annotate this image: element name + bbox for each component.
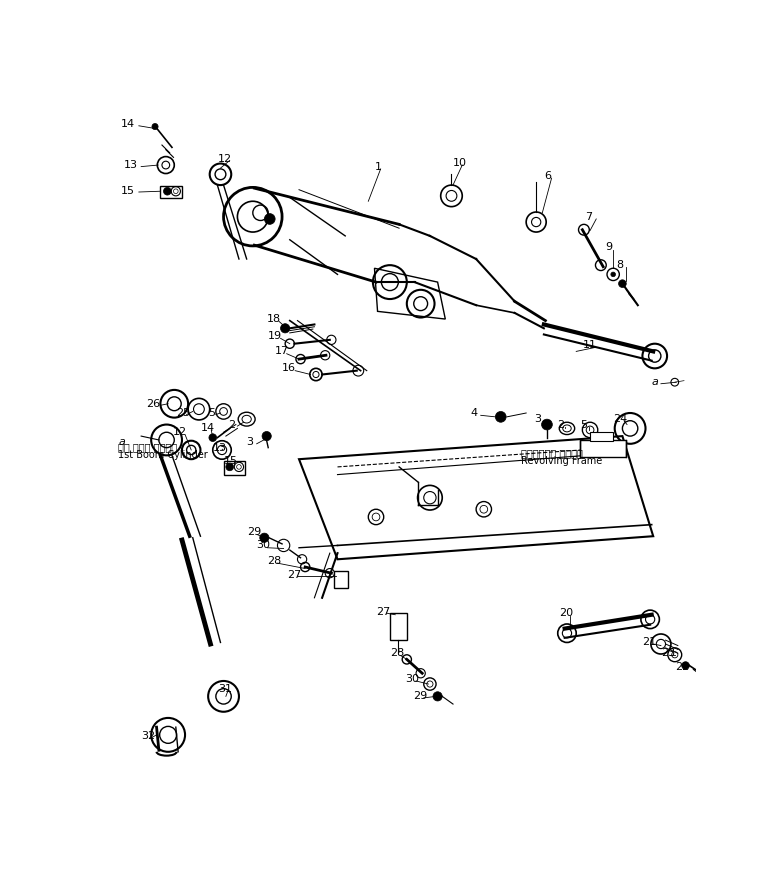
Text: 32: 32 — [141, 732, 155, 741]
Bar — [390, 613, 407, 640]
Text: 12: 12 — [219, 154, 232, 164]
Text: 12: 12 — [173, 427, 187, 438]
Bar — [580, 440, 626, 457]
Text: 27: 27 — [288, 570, 301, 580]
Text: 29: 29 — [246, 528, 261, 537]
Circle shape — [281, 324, 290, 332]
Circle shape — [164, 187, 171, 195]
Circle shape — [682, 662, 690, 669]
Text: 16: 16 — [282, 363, 296, 374]
Text: レボルビング フレーム: レボルビング フレーム — [521, 448, 583, 458]
Text: 10: 10 — [453, 158, 467, 168]
Text: 8: 8 — [616, 260, 623, 270]
Text: 18: 18 — [267, 314, 281, 324]
Text: a: a — [652, 377, 659, 388]
Text: 31: 31 — [219, 683, 232, 694]
Text: 29: 29 — [413, 691, 427, 702]
Circle shape — [611, 272, 615, 276]
Circle shape — [495, 411, 506, 423]
Text: 17: 17 — [274, 346, 288, 356]
Circle shape — [260, 533, 269, 542]
Text: 2: 2 — [557, 419, 564, 430]
Text: 5: 5 — [580, 419, 587, 430]
Bar — [160, 186, 182, 198]
Text: 6: 6 — [544, 171, 551, 181]
Text: 11: 11 — [582, 340, 597, 350]
Circle shape — [433, 692, 443, 701]
Text: 25: 25 — [176, 408, 190, 418]
Circle shape — [152, 123, 158, 130]
Text: Revolving Frame: Revolving Frame — [521, 456, 602, 466]
Text: 19: 19 — [268, 331, 282, 341]
Text: 9: 9 — [605, 242, 612, 253]
Text: 15: 15 — [223, 456, 238, 466]
Text: 13: 13 — [213, 443, 227, 452]
Text: 14: 14 — [120, 119, 135, 130]
Text: 1: 1 — [374, 162, 381, 172]
Text: 23: 23 — [661, 648, 675, 658]
Text: 22: 22 — [675, 662, 689, 672]
Circle shape — [542, 419, 553, 430]
Text: 26: 26 — [146, 399, 160, 409]
Text: 5: 5 — [208, 408, 215, 418]
Text: 15: 15 — [120, 186, 134, 196]
Bar — [334, 570, 347, 588]
Text: 27: 27 — [376, 606, 391, 617]
Text: 第１ ブーム シリンダ: 第１ ブーム シリンダ — [118, 443, 177, 452]
Text: 13: 13 — [123, 160, 137, 170]
Text: 24: 24 — [613, 414, 628, 424]
Text: 20: 20 — [560, 608, 574, 619]
Circle shape — [262, 431, 271, 441]
Circle shape — [226, 463, 233, 471]
Text: 30: 30 — [257, 541, 270, 550]
Bar — [223, 461, 245, 474]
Text: 28: 28 — [390, 648, 404, 658]
Text: 1st Boom Cylinder: 1st Boom Cylinder — [118, 451, 208, 460]
Circle shape — [264, 214, 275, 224]
Bar — [590, 432, 613, 442]
Text: 7: 7 — [585, 212, 593, 221]
Text: 3: 3 — [246, 438, 253, 447]
Text: 3: 3 — [534, 414, 541, 424]
Text: 28: 28 — [267, 556, 281, 566]
Circle shape — [618, 280, 626, 288]
Text: 2: 2 — [228, 419, 236, 430]
Text: 21: 21 — [642, 638, 656, 648]
Text: 30: 30 — [405, 674, 419, 683]
Text: a: a — [118, 438, 125, 447]
Text: 4: 4 — [470, 408, 477, 418]
Text: 14: 14 — [201, 424, 215, 433]
Circle shape — [209, 434, 217, 442]
